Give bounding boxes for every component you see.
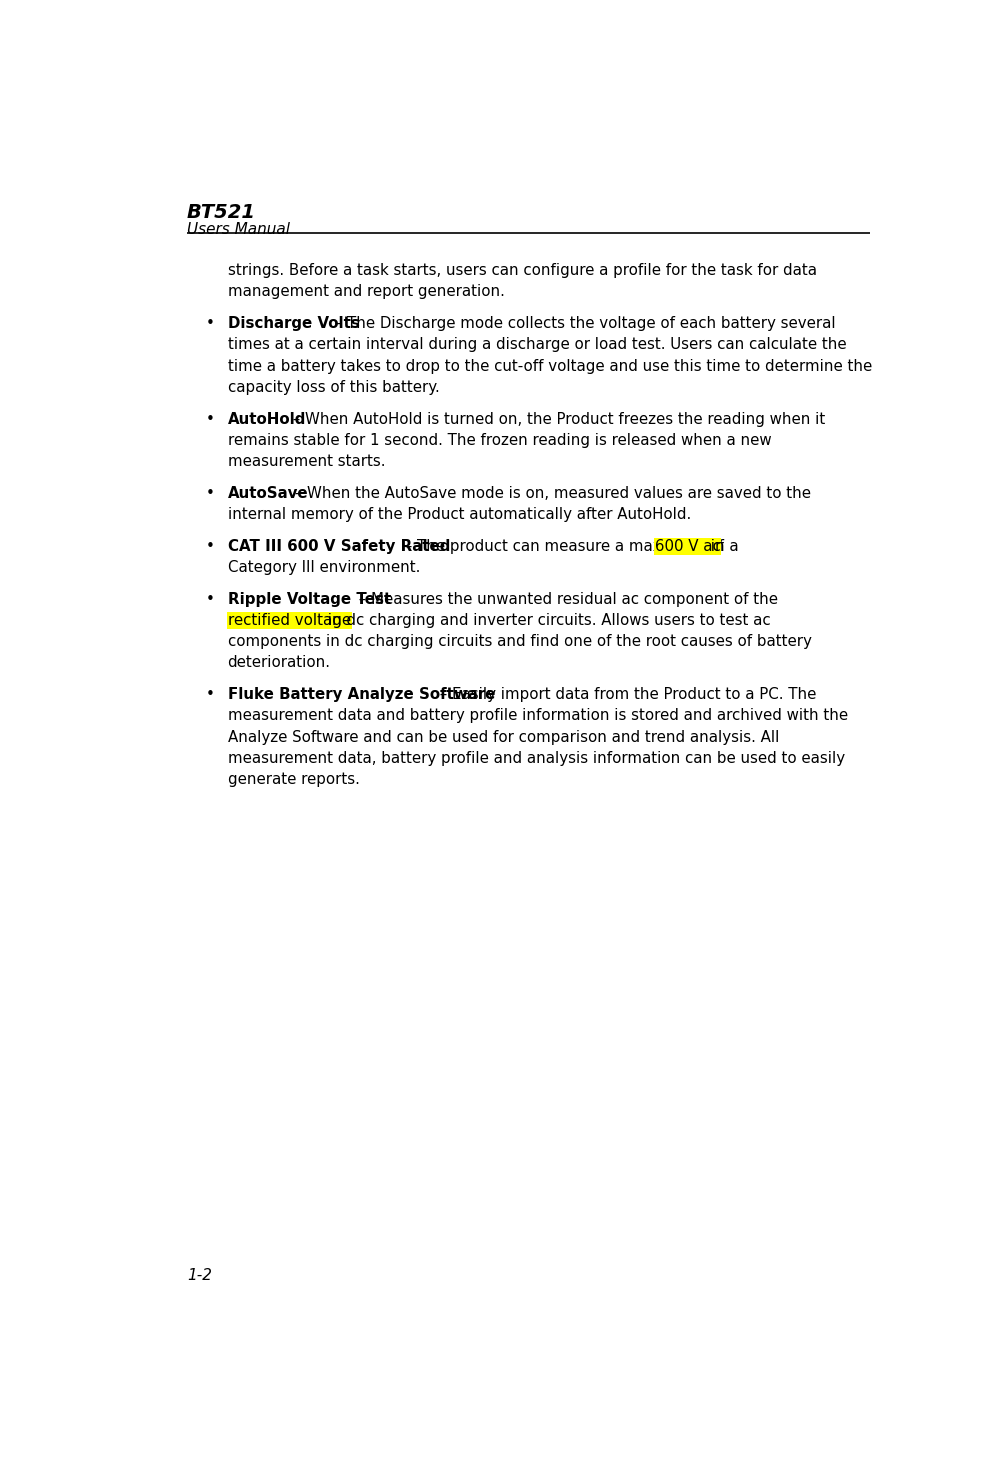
Text: Discharge Volts: Discharge Volts <box>228 316 360 332</box>
Text: •: • <box>206 687 215 702</box>
Text: capacity loss of this battery.: capacity loss of this battery. <box>228 380 439 395</box>
Text: strings. Before a task starts, users can configure a profile for the task for da: strings. Before a task starts, users can… <box>228 263 817 278</box>
Text: measurement starts.: measurement starts. <box>228 453 385 469</box>
Text: •: • <box>206 539 215 554</box>
Text: components in dc charging circuits and find one of the root causes of battery: components in dc charging circuits and f… <box>228 635 812 649</box>
Text: measurement data and battery profile information is stored and archived with the: measurement data and battery profile inf… <box>228 709 847 724</box>
Text: – When the AutoSave mode is on, measured values are saved to the: – When the AutoSave mode is on, measured… <box>290 485 811 501</box>
Text: times at a certain interval during a discharge or load test. Users can calculate: times at a certain interval during a dis… <box>228 338 846 352</box>
Text: – The product can measure a maximum of: – The product can measure a maximum of <box>400 539 728 554</box>
Text: – Measures the unwanted residual ac component of the: – Measures the unwanted residual ac comp… <box>354 592 778 607</box>
Text: – The Discharge mode collects the voltage of each battery several: – The Discharge mode collects the voltag… <box>330 316 835 332</box>
Text: measurement data, battery profile and analysis information can be used to easily: measurement data, battery profile and an… <box>228 750 844 766</box>
Text: AutoHold: AutoHold <box>228 412 306 427</box>
Text: •: • <box>206 412 215 427</box>
Text: rectified voltage: rectified voltage <box>228 613 351 629</box>
Text: BT521: BT521 <box>187 203 256 222</box>
Text: Ripple Voltage Test: Ripple Voltage Test <box>228 592 390 607</box>
Text: management and report generation.: management and report generation. <box>228 285 504 300</box>
Text: AutoSave: AutoSave <box>228 485 308 501</box>
Text: generate reports.: generate reports. <box>228 772 360 787</box>
Text: Fluke Battery Analyze Software: Fluke Battery Analyze Software <box>228 687 495 702</box>
Text: •: • <box>206 316 215 332</box>
Text: in a: in a <box>706 539 738 554</box>
Text: •: • <box>206 592 215 607</box>
Text: CAT III 600 V Safety Rated: CAT III 600 V Safety Rated <box>228 539 450 554</box>
Text: 1-2: 1-2 <box>187 1268 212 1284</box>
Text: remains stable for 1 second. The frozen reading is released when a new: remains stable for 1 second. The frozen … <box>228 433 771 447</box>
Text: time a battery takes to drop to the cut-off voltage and use this time to determi: time a battery takes to drop to the cut-… <box>228 358 872 374</box>
Text: 600 V ac: 600 V ac <box>655 539 720 554</box>
Text: deterioration.: deterioration. <box>228 655 331 671</box>
Text: – When AutoHold is turned on, the Product freezes the reading when it: – When AutoHold is turned on, the Produc… <box>288 412 826 427</box>
Text: internal memory of the Product automatically after AutoHold.: internal memory of the Product automatic… <box>228 507 691 522</box>
Text: in dc charging and inverter circuits. Allows users to test ac: in dc charging and inverter circuits. Al… <box>323 613 771 629</box>
Text: Users Manual: Users Manual <box>187 222 289 237</box>
Text: Analyze Software and can be used for comparison and trend analysis. All: Analyze Software and can be used for com… <box>228 730 779 744</box>
Text: – Easily import data from the Product to a PC. The: – Easily import data from the Product to… <box>435 687 817 702</box>
Text: Category III environment.: Category III environment. <box>228 560 420 575</box>
Text: •: • <box>206 485 215 501</box>
